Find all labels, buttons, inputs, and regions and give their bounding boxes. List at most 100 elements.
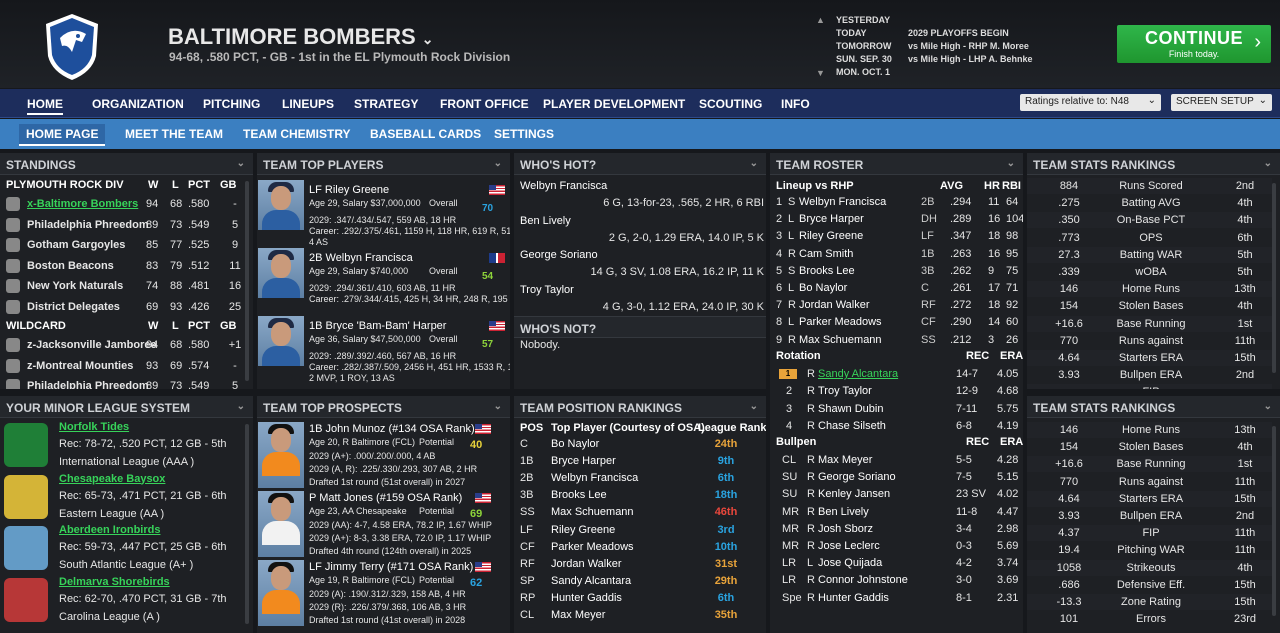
lineup-cell: Bryce Harper — [799, 213, 864, 226]
stat-row[interactable] — [1027, 456, 1272, 473]
subnav-baseball-cards[interactable]: BASEBALL CARDS — [370, 127, 482, 141]
nav-strategy[interactable]: STRATEGY — [354, 97, 419, 111]
stat-row[interactable] — [1027, 559, 1272, 576]
chevron-down-icon[interactable]: ⌄ — [493, 401, 502, 412]
flag-icon — [489, 185, 505, 195]
schedule-row[interactable]: TODAY 2029 PLAYOFFS BEGIN — [836, 28, 1009, 38]
stats-rankings-title-2: TEAM STATS RANKINGS ⌄ — [1027, 396, 1280, 418]
roster-panel: TEAM ROSTER ⌄ Lineup vs RHP AVG HR RBI 1 S Welb… — [770, 153, 1023, 633]
subnav-home-page[interactable]: HOME PAGE — [19, 124, 106, 146]
bullpen-rec: 5-5 — [956, 454, 972, 466]
subnav-settings[interactable]: SETTINGS — [494, 127, 555, 141]
stat-row[interactable] — [1027, 490, 1272, 507]
lineup-cell: 4 — [776, 247, 783, 260]
bullpen-name: George Soriano — [818, 471, 896, 484]
prospect-photo[interactable] — [258, 491, 304, 557]
lineup-cell: S — [788, 196, 796, 208]
team-name-dropdown[interactable]: BALTIMORE BOMBERS ⌄ — [168, 24, 433, 50]
stat-value: 4.37 — [1058, 527, 1080, 540]
chevron-down-icon[interactable]: ⌄ — [749, 401, 758, 412]
scrollbar[interactable] — [245, 181, 249, 381]
chevron-down-icon[interactable]: ▼ — [816, 68, 825, 78]
div-cell: .512 — [188, 259, 210, 272]
prospect-name: P Matt Jones (#159 OSA Rank) — [309, 492, 463, 504]
posrank-rank: 9th — [717, 455, 735, 468]
main-nav: Ratings relative to: N48 ⌄ SCREEN SETUP ⌄ … — [0, 89, 1280, 118]
scrollbar[interactable] — [1272, 426, 1276, 616]
subnav-team-chemistry[interactable]: TEAM CHEMISTRY — [243, 127, 351, 141]
posrank-pos: RP — [520, 591, 536, 604]
nav-home[interactable]: HOME — [27, 97, 63, 115]
scrollbar[interactable] — [1272, 183, 1276, 373]
lineup-cell: .262 — [950, 264, 972, 277]
stat-rank: 4th — [1237, 197, 1253, 210]
schedule-row[interactable]: MON. OCT. 1 — [836, 67, 908, 77]
player-stats: 2029: .289/.392/.460, 567 AB, 16 HR — [309, 351, 457, 361]
stat-row[interactable] — [1027, 594, 1272, 610]
stat-row[interactable] — [1027, 246, 1272, 263]
stat-row[interactable] — [1027, 281, 1272, 298]
chevron-down-icon[interactable]: ⌄ — [236, 401, 245, 412]
stat-value: 154 — [1059, 441, 1079, 454]
posrank-pos: SP — [520, 574, 535, 587]
stat-row[interactable] — [1027, 422, 1272, 438]
prospect-photo[interactable] — [258, 422, 304, 488]
posrank-pos: C — [520, 438, 528, 450]
bullpen-name: Connor Johnstone — [818, 574, 908, 587]
chevron-down-icon[interactable]: ⌄ — [1263, 401, 1272, 412]
schedule-row[interactable]: YESTERDAY — [836, 15, 908, 25]
nav-player-development[interactable]: PLAYER DEVELOPMENT — [543, 97, 686, 111]
lineup-cell: S — [788, 264, 796, 277]
chevron-down-icon[interactable]: ⌄ — [1263, 158, 1272, 169]
stat-row[interactable] — [1027, 212, 1272, 229]
whos-not-title: WHO'S NOT? — [520, 322, 597, 336]
rotation-era: 5.75 — [997, 402, 1019, 415]
chevron-down-icon[interactable]: ⌄ — [493, 158, 502, 169]
chevron-down-icon[interactable]: ⌄ — [749, 158, 758, 169]
jersey — [262, 521, 300, 545]
nav-organization[interactable]: ORGANIZATION — [92, 97, 184, 111]
stat-row[interactable] — [1027, 525, 1272, 542]
stat-rank: 6th — [1237, 231, 1253, 244]
nav-scouting[interactable]: SCOUTING — [699, 97, 763, 111]
lineup-header: AVG — [940, 180, 964, 192]
bullpen-hand: R — [807, 505, 815, 518]
lineup-cell: 2B — [921, 196, 935, 208]
chevron-up-icon[interactable]: ▲ — [816, 15, 825, 25]
lineup-cell: 75 — [1006, 264, 1019, 277]
posrank-pos: RF — [520, 557, 535, 570]
schedule-day: MON. OCT. 1 — [836, 67, 891, 77]
div-cell: .481 — [188, 280, 210, 292]
minor-team-league: Carolina League (A ) — [59, 610, 160, 623]
bullpen-name: Jose Quijada — [818, 557, 883, 570]
player-stats: 2029: .347/.434/.547, 559 AB, 18 HR — [309, 215, 457, 225]
nav-front-office[interactable]: FRONT OFFICE — [440, 97, 529, 111]
player-photo[interactable] — [258, 248, 304, 298]
scrollbar[interactable] — [245, 424, 249, 624]
stat-row[interactable] — [1027, 384, 1272, 389]
stat-row[interactable] — [1027, 350, 1272, 366]
nav-info[interactable]: INFO — [781, 97, 810, 111]
prospect-photo[interactable] — [258, 560, 304, 626]
player-info: Age 29, Salary $740,000 — [309, 266, 409, 276]
schedule-row[interactable]: SUN. SEP. 30 vs Mile High - LHP A. Behnke — [836, 54, 1033, 64]
chevron-down-icon[interactable]: ⌄ — [236, 158, 245, 169]
screen-setup-select[interactable]: SCREEN SETUP ⌄ — [1171, 94, 1272, 111]
posrank-rank: 10th — [714, 540, 738, 553]
nav-pitching[interactable]: PITCHING — [203, 97, 261, 111]
rotation-slot: 2 — [786, 385, 793, 398]
bullpen-hand: R — [807, 488, 815, 501]
wc-cell: .549 — [188, 380, 210, 389]
stat-row[interactable] — [1027, 315, 1272, 332]
continue-button[interactable]: CONTINUE Finish today. › — [1117, 25, 1271, 63]
team-logo-icon — [6, 258, 20, 273]
subnav-meet-the-team[interactable]: MEET THE TEAM — [125, 127, 223, 141]
stat-value: .773 — [1058, 231, 1080, 244]
ratings-select[interactable]: Ratings relative to: N48 ⌄ — [1020, 94, 1161, 111]
schedule-row[interactable]: TOMORROW vs Mile High - RHP M. Moree — [836, 41, 1029, 51]
player-photo[interactable] — [258, 180, 304, 230]
nav-lineups[interactable]: LINEUPS — [282, 97, 335, 111]
player-photo[interactable] — [258, 316, 304, 366]
stat-row[interactable] — [1027, 178, 1272, 194]
chevron-down-icon[interactable]: ⌄ — [1006, 158, 1015, 169]
